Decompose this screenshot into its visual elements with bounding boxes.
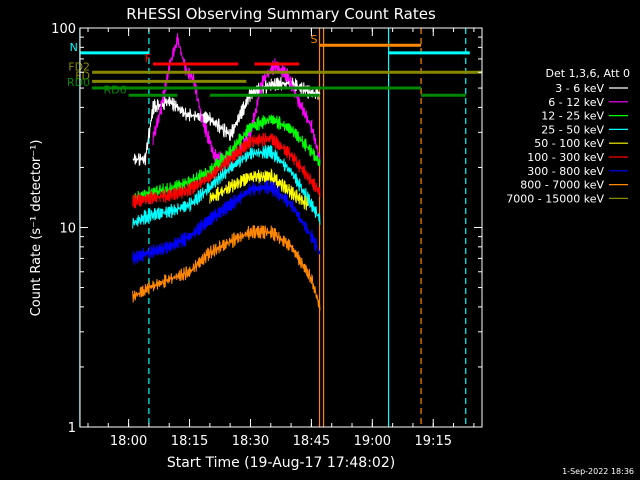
legend-label: 300 - 800 keV bbox=[527, 165, 604, 178]
legend-label: 800 - 7000 keV bbox=[520, 179, 604, 192]
series-line bbox=[132, 180, 321, 265]
legend-label: 25 - 50 keV bbox=[541, 123, 604, 136]
flag-label: FD2 bbox=[68, 60, 90, 73]
legend-label: 7000 - 15000 keV bbox=[506, 192, 604, 205]
x-tick-label: 19:00 bbox=[354, 434, 391, 449]
legend-label: 3 - 6 keV bbox=[555, 82, 604, 95]
x-tick-label: 18:15 bbox=[171, 434, 208, 449]
x-axis-label: Start Time (19-Aug-17 17:48:02) bbox=[167, 455, 395, 471]
legend-label: 50 - 100 keV bbox=[534, 137, 604, 150]
y-tick-label: 10 bbox=[59, 222, 76, 237]
flag-label: RD0 bbox=[67, 76, 90, 89]
flag-label: N bbox=[70, 41, 78, 54]
legend-label: 12 - 25 keV bbox=[541, 110, 604, 123]
flag-label: RD6 bbox=[103, 83, 126, 96]
x-tick-label: 18:00 bbox=[110, 434, 147, 449]
legend-label: 6 - 12 keV bbox=[548, 96, 604, 109]
x-tick-label: 18:45 bbox=[293, 434, 330, 449]
series-line bbox=[132, 225, 321, 311]
x-tick-label: 18:30 bbox=[232, 434, 269, 449]
legend-label: 100 - 300 keV bbox=[527, 151, 604, 164]
series-line bbox=[209, 167, 309, 211]
footer-timestamp: 1-Sep-2022 18:36 bbox=[562, 467, 634, 476]
legend-title: Det 1,3,6, Att 0 bbox=[546, 67, 630, 80]
y-tick-label: 100 bbox=[51, 22, 76, 37]
series-line bbox=[132, 132, 321, 210]
flag-label: S bbox=[311, 33, 318, 46]
series-line bbox=[132, 144, 321, 229]
flag-label: F bbox=[145, 52, 151, 65]
y-axis-label: Count Rate (s⁻¹ detector⁻¹) bbox=[29, 140, 44, 317]
x-tick-label: 19:15 bbox=[415, 434, 452, 449]
axis-layer: 18:00 18:15 18:30 18:45 19:00 19:15 1 10 100 bbox=[51, 22, 482, 449]
flag-label: FD bbox=[75, 69, 90, 82]
y-tick-label: 1 bbox=[68, 421, 76, 436]
chart-title: RHESSI Observing Summary Count Rates bbox=[126, 5, 436, 23]
